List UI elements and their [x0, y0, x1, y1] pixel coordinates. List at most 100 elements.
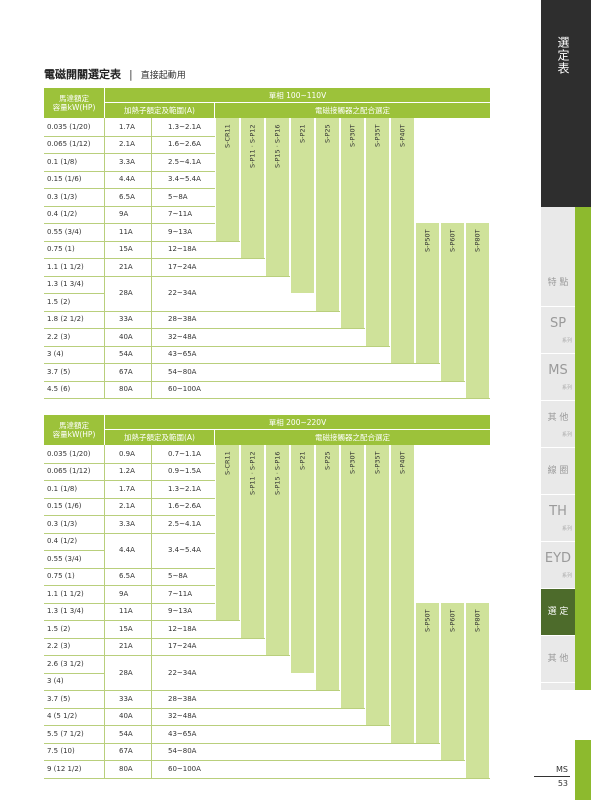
sidebar-tab[interactable]: EYD 系列 [541, 542, 575, 589]
range-cell: 28~38A [168, 694, 197, 703]
separator: | [129, 67, 133, 81]
rated-cell: 3.3A [105, 153, 152, 171]
rated-cell: 6.5A [105, 188, 152, 206]
range-cell: 2.5~4.1A [168, 519, 201, 528]
rated-cell: 1.7A [105, 118, 152, 136]
tab-label: SP [549, 316, 567, 331]
hp-cell: 3.7 (5) [44, 363, 105, 381]
contactor-label: S-P80T [473, 229, 482, 252]
row-line [44, 655, 290, 656]
sidebar-tab[interactable]: SP 系列 [541, 307, 575, 354]
hp-cell: 1.3 (1 3/4) [44, 602, 105, 620]
contactor-label: S-P40T [398, 451, 407, 474]
contactor-bar: S-P11 · S-P12 [240, 118, 265, 258]
hp-cell: 0.55 (3/4) [44, 223, 105, 241]
row-line [44, 135, 215, 137]
contactor-bar: S-P60T [440, 602, 465, 760]
sidebar-tab[interactable]: MS 系列 [541, 354, 575, 401]
contactor-label: S-P30T [348, 451, 357, 474]
contactor-bar: S-P15 · S-P16 [265, 445, 290, 655]
rated-cell: 15A [105, 620, 152, 638]
contactor-bar: S-P80T [465, 223, 490, 398]
row-line [44, 497, 215, 499]
row-line [44, 690, 340, 691]
rated-cell: 2.1A [105, 497, 152, 515]
row-line [44, 462, 215, 464]
hp-cell: 4 (5 1/2) [44, 707, 105, 725]
heater-header: 加熱子額定及範圍(A) [105, 430, 215, 445]
hp-cell: 5.5 (7 1/2) [44, 725, 105, 743]
tab-label: TH [549, 504, 567, 519]
contactor-label: S-P35T [373, 451, 382, 474]
row-line [44, 725, 390, 726]
sidebar-tab[interactable]: 選 定 [541, 589, 575, 636]
contactor-bar: S-P21 [290, 118, 315, 293]
hp-header: 馬達額定 容量kW(HP) [44, 415, 105, 445]
row-line [44, 567, 215, 569]
hp-cell: 3.7 (5) [44, 690, 105, 708]
hp-cell: 1.1 (1 1/2) [44, 258, 105, 276]
rated-cell: 15A [105, 240, 152, 258]
sidebar-tab[interactable]: 其 他系列 [541, 401, 575, 448]
rated-cell: 9A [105, 585, 152, 603]
hp-cell: 3 (4) [44, 672, 105, 690]
hp-cell: 2.6 (3 1/2) [44, 655, 105, 673]
hp-cell: 2.2 (3) [44, 637, 105, 655]
contactor-label: S-P40T [398, 124, 407, 147]
rated-cell: 6.5A [105, 567, 152, 585]
contactor-label: S-P30T [348, 124, 357, 147]
sidebar-tab[interactable]: 線 圈 [541, 448, 575, 495]
hp-cell: 0.1 (1/8) [44, 153, 105, 171]
tab-label: 選 定 [547, 607, 569, 617]
title-row: 電磁開關選定表 | 直接起動用 [44, 66, 186, 82]
hp-cell: 0.15 (1/6) [44, 497, 105, 515]
contactor-label: S-P11 · S-P12 [248, 124, 257, 168]
range-cell: 60~100A [168, 764, 201, 773]
sidebar-dark [541, 0, 591, 207]
sidebar-strip [575, 207, 591, 690]
hp-cell: 0.3 (1/3) [44, 188, 105, 206]
row-line [44, 515, 215, 516]
row-line [44, 275, 290, 277]
hp-cell: 0.15 (1/6) [44, 170, 105, 188]
range-cell: 28~38A [168, 315, 197, 324]
range-cell: 12~18A [168, 245, 197, 254]
sidebar-tab[interactable]: TH 系列 [541, 495, 575, 542]
range-cell: 2.5~4.1A [168, 157, 201, 166]
row-line [44, 258, 265, 259]
range-cell: 1.6~2.6A [168, 502, 201, 511]
sidebar-tab[interactable]: 特 點 [541, 260, 575, 307]
hp-cell: 3 (4) [44, 345, 105, 363]
range-cell: 54~80A [168, 747, 197, 756]
rated-cell: 9A [105, 205, 152, 223]
range-cell: 60~100A [168, 385, 201, 394]
contactor-label: S-P25 [323, 451, 332, 470]
row-line [44, 188, 215, 189]
sidebar-tab[interactable]: 其 他 [541, 636, 575, 683]
hp-cell: 0.035 (1/20) [44, 118, 105, 136]
range-cell: 5~8A [168, 192, 188, 201]
sidebar-heading: 選定表 [556, 36, 570, 75]
contactor-label: S-P21 [298, 124, 307, 143]
rated-cell: 1.2A [105, 462, 152, 480]
phase-header: 單相 100~110V [105, 88, 490, 103]
tab-sub: 系列 [561, 432, 572, 438]
tab-sub: 系列 [561, 385, 572, 391]
contactor-bar: S-P60T [440, 223, 465, 381]
contactor-label: S-P60T [448, 229, 457, 252]
row-line [44, 328, 365, 329]
hp-cell: 9 (12 1/2) [44, 760, 105, 778]
rated-cell: 11A [105, 223, 152, 241]
row-line [44, 620, 240, 621]
contactor-bar: S-P40T [390, 445, 415, 743]
hp-cell: 0.3 (1/3) [44, 515, 105, 533]
hp-cell: 2.2 (3) [44, 328, 105, 346]
tab-label: 特 點 [547, 278, 569, 288]
hp-cell: 0.035 (1/20) [44, 445, 105, 463]
subtitle: 直接起動用 [140, 70, 186, 81]
contactor-header: 電磁接觸器之配合選定 [215, 103, 490, 118]
rated-cell: 3.3A [105, 515, 152, 533]
row-line [44, 293, 105, 294]
contactor-bar: S-P35T [365, 445, 390, 725]
rated-cell: 67A [105, 363, 152, 381]
